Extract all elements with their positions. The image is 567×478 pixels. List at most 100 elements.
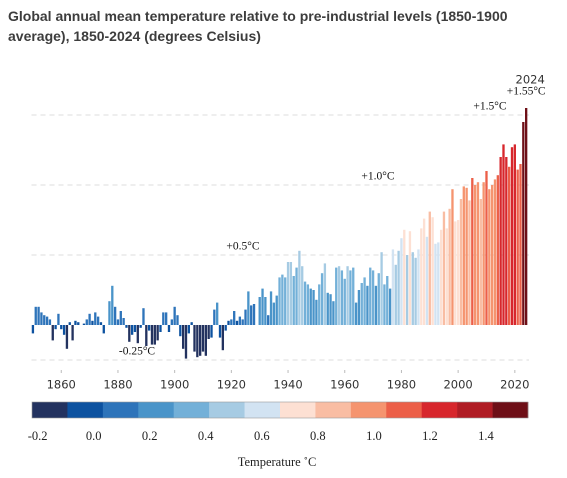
bar <box>431 217 434 325</box>
colorbar-tick-label: 1.0 <box>366 429 382 443</box>
bar <box>173 306 176 325</box>
bar <box>238 316 242 325</box>
bar <box>380 252 383 325</box>
bar <box>442 211 446 325</box>
x-tick-label: 1980 <box>387 378 416 392</box>
colorbar-tick-label: 1.4 <box>478 429 494 443</box>
x-tick-label: 1900 <box>160 378 189 392</box>
bar <box>190 322 193 325</box>
bar <box>218 325 222 338</box>
bar <box>284 277 287 325</box>
chart-title: Global annual mean temperature relative … <box>8 8 508 44</box>
bar <box>346 266 349 325</box>
bar <box>45 316 49 325</box>
bar <box>54 325 57 330</box>
bar <box>130 325 134 335</box>
bar <box>519 164 522 325</box>
bar <box>181 325 185 349</box>
bar <box>471 178 474 325</box>
bar <box>204 325 207 356</box>
colorbar-swatch <box>386 402 423 418</box>
bar <box>116 319 120 325</box>
bar <box>476 182 480 325</box>
y-tick-label: +1.0°C <box>361 171 394 183</box>
bar <box>74 320 77 325</box>
bar <box>357 290 361 325</box>
bar <box>337 266 341 325</box>
bar <box>60 325 63 330</box>
y-tick-label: -0.25°C <box>119 346 156 358</box>
bar <box>505 157 508 325</box>
bar <box>207 325 210 339</box>
bar <box>473 185 477 325</box>
bar <box>439 229 443 325</box>
bar <box>420 228 423 325</box>
bar <box>179 325 182 337</box>
bar <box>459 199 463 325</box>
bar <box>125 325 128 328</box>
bar <box>417 249 420 325</box>
bar <box>485 171 488 325</box>
bar <box>298 250 301 325</box>
bar <box>128 325 131 342</box>
bar <box>184 325 188 359</box>
colorbar-swatch <box>102 402 139 418</box>
bar <box>462 186 465 325</box>
colorbar-swatch <box>315 402 352 418</box>
bar <box>425 236 429 325</box>
colorbar-swatch <box>173 402 210 418</box>
x-tick-label: 2020 <box>500 378 529 392</box>
bar <box>391 249 395 325</box>
bar <box>394 264 397 325</box>
bar <box>360 283 363 325</box>
bar <box>71 325 74 341</box>
bar <box>230 319 233 325</box>
bar <box>383 284 386 325</box>
bar <box>403 229 406 325</box>
bar <box>34 306 37 325</box>
bar <box>91 320 94 325</box>
bar <box>156 325 159 341</box>
bar <box>326 292 329 325</box>
bar <box>176 315 179 325</box>
bar <box>227 320 230 325</box>
bar <box>445 228 448 325</box>
colorbar-tick-label: 1.2 <box>422 429 438 443</box>
bar <box>94 312 97 325</box>
bar <box>77 322 80 325</box>
bar <box>113 306 117 325</box>
bar <box>201 325 205 352</box>
colorbar-label: Temperature ˚C <box>238 455 317 469</box>
x-tick-label: 1940 <box>273 378 302 392</box>
bar <box>414 257 417 325</box>
bar <box>343 278 346 325</box>
bar <box>31 325 35 334</box>
bar <box>99 322 103 325</box>
bar <box>275 295 278 325</box>
bar <box>320 273 324 325</box>
bar <box>88 313 91 325</box>
x-tick-label: 1880 <box>103 378 132 392</box>
bar <box>352 267 355 325</box>
bar <box>522 122 525 325</box>
bar <box>244 309 247 325</box>
colorbar-tick-label: 0.8 <box>310 429 326 443</box>
bar <box>111 285 114 325</box>
bar <box>281 274 284 325</box>
bar <box>150 325 154 345</box>
bar <box>315 299 318 325</box>
bar <box>40 312 43 325</box>
colorbar-swatch <box>457 402 493 418</box>
bar <box>493 179 497 325</box>
bar <box>159 325 162 332</box>
bar <box>136 325 139 344</box>
bar <box>335 267 338 325</box>
bar <box>119 311 122 325</box>
bar <box>482 182 485 325</box>
bar <box>68 322 71 325</box>
bar <box>48 319 52 325</box>
bar <box>164 312 168 325</box>
colorbar-tick-label: -0.2 <box>28 429 48 443</box>
bar <box>312 290 315 325</box>
